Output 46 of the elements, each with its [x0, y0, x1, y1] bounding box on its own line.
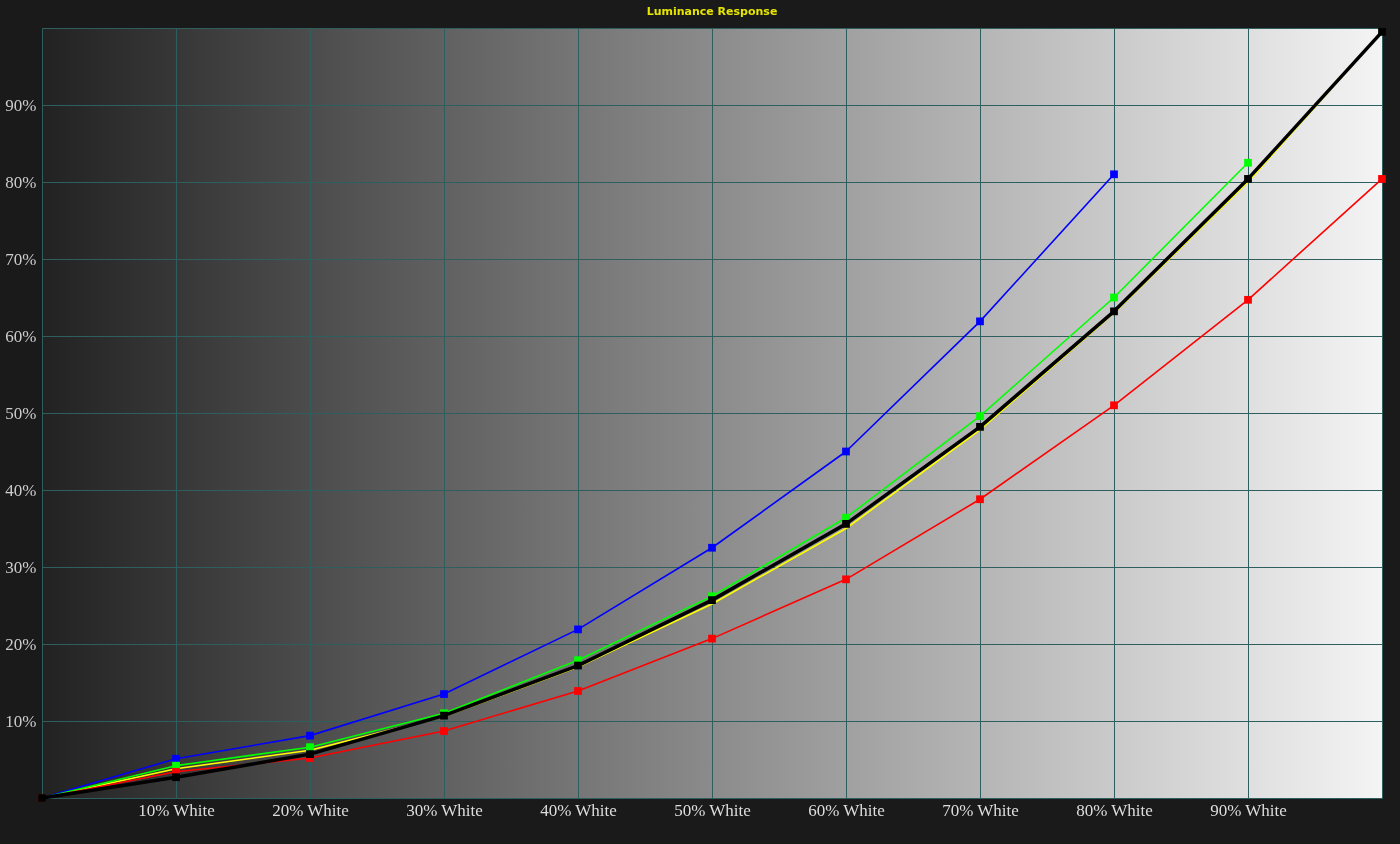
- x-tick-label: 70% White: [942, 800, 1019, 820]
- x-tick-label: 30% White: [406, 800, 483, 820]
- y-tick-label: 90%: [5, 95, 37, 115]
- y-tick-label: 20%: [5, 634, 37, 654]
- point: [708, 543, 716, 552]
- point: [574, 661, 582, 670]
- x-tick-label: 10% White: [138, 800, 215, 820]
- point: [306, 750, 314, 758]
- y-tick-label: 10%: [5, 711, 37, 731]
- x-tick-label: 50% White: [674, 800, 751, 820]
- x-tick-label: 40% White: [540, 800, 617, 820]
- point: [708, 634, 716, 643]
- y-tick-label: 50%: [5, 403, 37, 423]
- y-tick-label: 70%: [5, 249, 37, 269]
- point: [1110, 307, 1118, 316]
- point: [440, 727, 448, 735]
- x-tick-label: 60% White: [808, 800, 885, 820]
- point: [976, 495, 984, 504]
- point: [306, 731, 314, 740]
- point: [842, 520, 850, 528]
- point: [842, 447, 850, 456]
- chart-title: Luminance Response: [646, 5, 778, 18]
- x-tick-label: 90% White: [1210, 800, 1287, 820]
- y-tick-label: 80%: [5, 172, 37, 192]
- x-tick-label: 80% White: [1076, 800, 1153, 820]
- x-tick-label: 20% White: [272, 800, 349, 820]
- y-tick-label: 30%: [5, 557, 37, 577]
- y-tick-label: 40%: [5, 480, 37, 500]
- point: [440, 690, 448, 698]
- point: [1378, 175, 1386, 183]
- y-tick-label: 60%: [5, 326, 37, 346]
- point: [1378, 27, 1386, 36]
- point: [1110, 401, 1118, 410]
- point: [976, 317, 984, 326]
- point: [1244, 295, 1252, 304]
- point: [1244, 175, 1252, 183]
- point: [1244, 158, 1252, 167]
- point: [574, 687, 582, 695]
- point: [1110, 293, 1118, 302]
- point: [574, 625, 582, 634]
- point: [842, 575, 850, 584]
- point: [976, 412, 984, 420]
- point: [1110, 170, 1118, 179]
- point: [708, 596, 716, 604]
- point: [172, 773, 180, 782]
- point: [976, 422, 984, 431]
